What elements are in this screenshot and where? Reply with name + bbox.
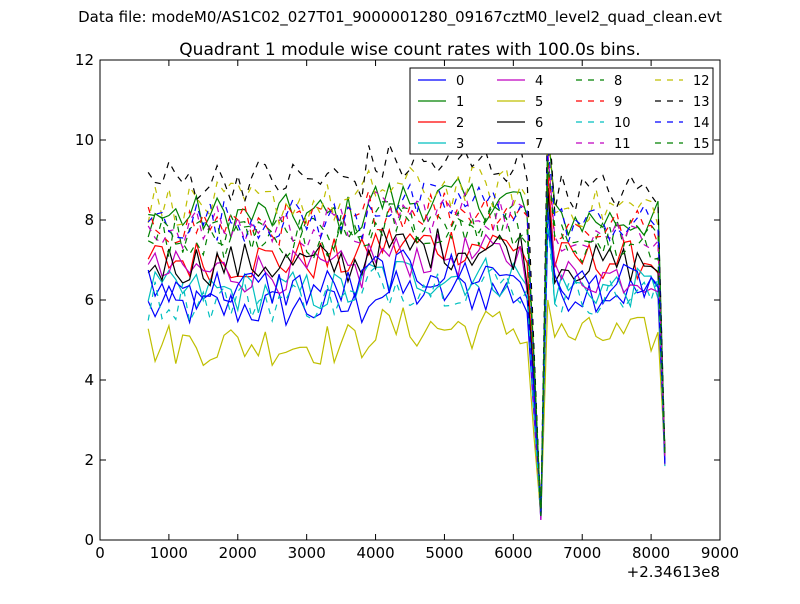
series-line-3 xyxy=(147,203,666,517)
x-offset-label: +2.34613e8 xyxy=(627,563,720,581)
legend-box xyxy=(409,67,714,155)
y-tick-label: 6 xyxy=(84,291,94,309)
legend-label-0: 0 xyxy=(456,74,464,89)
x-tick-label: 0 xyxy=(95,544,105,562)
legend-label-11: 11 xyxy=(614,137,631,152)
x-tick-label: 6000 xyxy=(494,544,532,562)
x-tick-label: 3000 xyxy=(288,544,326,562)
series-line-10 xyxy=(147,219,666,517)
y-tick-label: 2 xyxy=(84,451,94,469)
legend-label-9: 9 xyxy=(614,95,622,110)
series-line-2 xyxy=(147,171,666,517)
x-tick-label: 7000 xyxy=(563,544,601,562)
series-line-12 xyxy=(147,131,666,517)
y-tick-label: 4 xyxy=(84,371,94,389)
series-line-9 xyxy=(147,155,666,517)
legend-label-14: 14 xyxy=(693,116,710,131)
y-tick-label: 8 xyxy=(84,211,94,229)
series-line-6 xyxy=(147,187,666,517)
legend-label-7: 7 xyxy=(535,137,543,152)
plot-area xyxy=(99,59,721,541)
legend-label-15: 15 xyxy=(693,137,710,152)
legend-label-5: 5 xyxy=(535,95,543,110)
series-line-8 xyxy=(148,163,666,517)
legend-label-10: 10 xyxy=(614,116,631,131)
x-tick-label: 4000 xyxy=(356,544,394,562)
x-tick-label: 1000 xyxy=(150,544,188,562)
series-line-4 xyxy=(147,195,666,521)
legend-label-12: 12 xyxy=(693,74,710,89)
series-line-1 xyxy=(147,127,666,517)
series-line-13 xyxy=(147,99,666,517)
series-line-7 xyxy=(147,211,666,517)
x-axis: 0 1000 2000 3000 4000 5000 6000 7000 8000 9000 xyxy=(95,60,739,562)
y-tick-label: 0 xyxy=(84,531,94,549)
data-file-title: Data file: modeM0/AS1C02_027T01_90000012… xyxy=(78,8,722,26)
y-tick-label: 12 xyxy=(75,51,94,69)
legend-label-2: 2 xyxy=(456,116,464,131)
series-line-14 xyxy=(147,143,666,517)
legend-label-1: 1 xyxy=(456,95,464,110)
legend-label-3: 3 xyxy=(456,137,464,152)
series-line-15 xyxy=(147,159,666,517)
x-tick-label: 8000 xyxy=(632,544,670,562)
series-line-5 xyxy=(147,299,666,517)
series-line-0 xyxy=(147,227,666,521)
x-tick-label: 2000 xyxy=(219,544,257,562)
legend-label-4: 4 xyxy=(535,74,543,89)
legend-label-13: 13 xyxy=(693,95,710,110)
y-tick-label: 10 xyxy=(75,131,94,149)
x-tick-label: 5000 xyxy=(425,544,463,562)
legend-label-6: 6 xyxy=(535,116,543,131)
x-tick-label: 9000 xyxy=(701,544,739,562)
chart-title: Quadrant 1 module wise count rates with … xyxy=(179,40,640,60)
legend-label-8: 8 xyxy=(614,74,622,89)
